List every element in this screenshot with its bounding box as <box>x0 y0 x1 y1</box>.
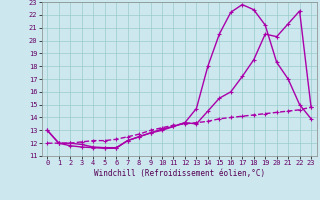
X-axis label: Windchill (Refroidissement éolien,°C): Windchill (Refroidissement éolien,°C) <box>94 169 265 178</box>
